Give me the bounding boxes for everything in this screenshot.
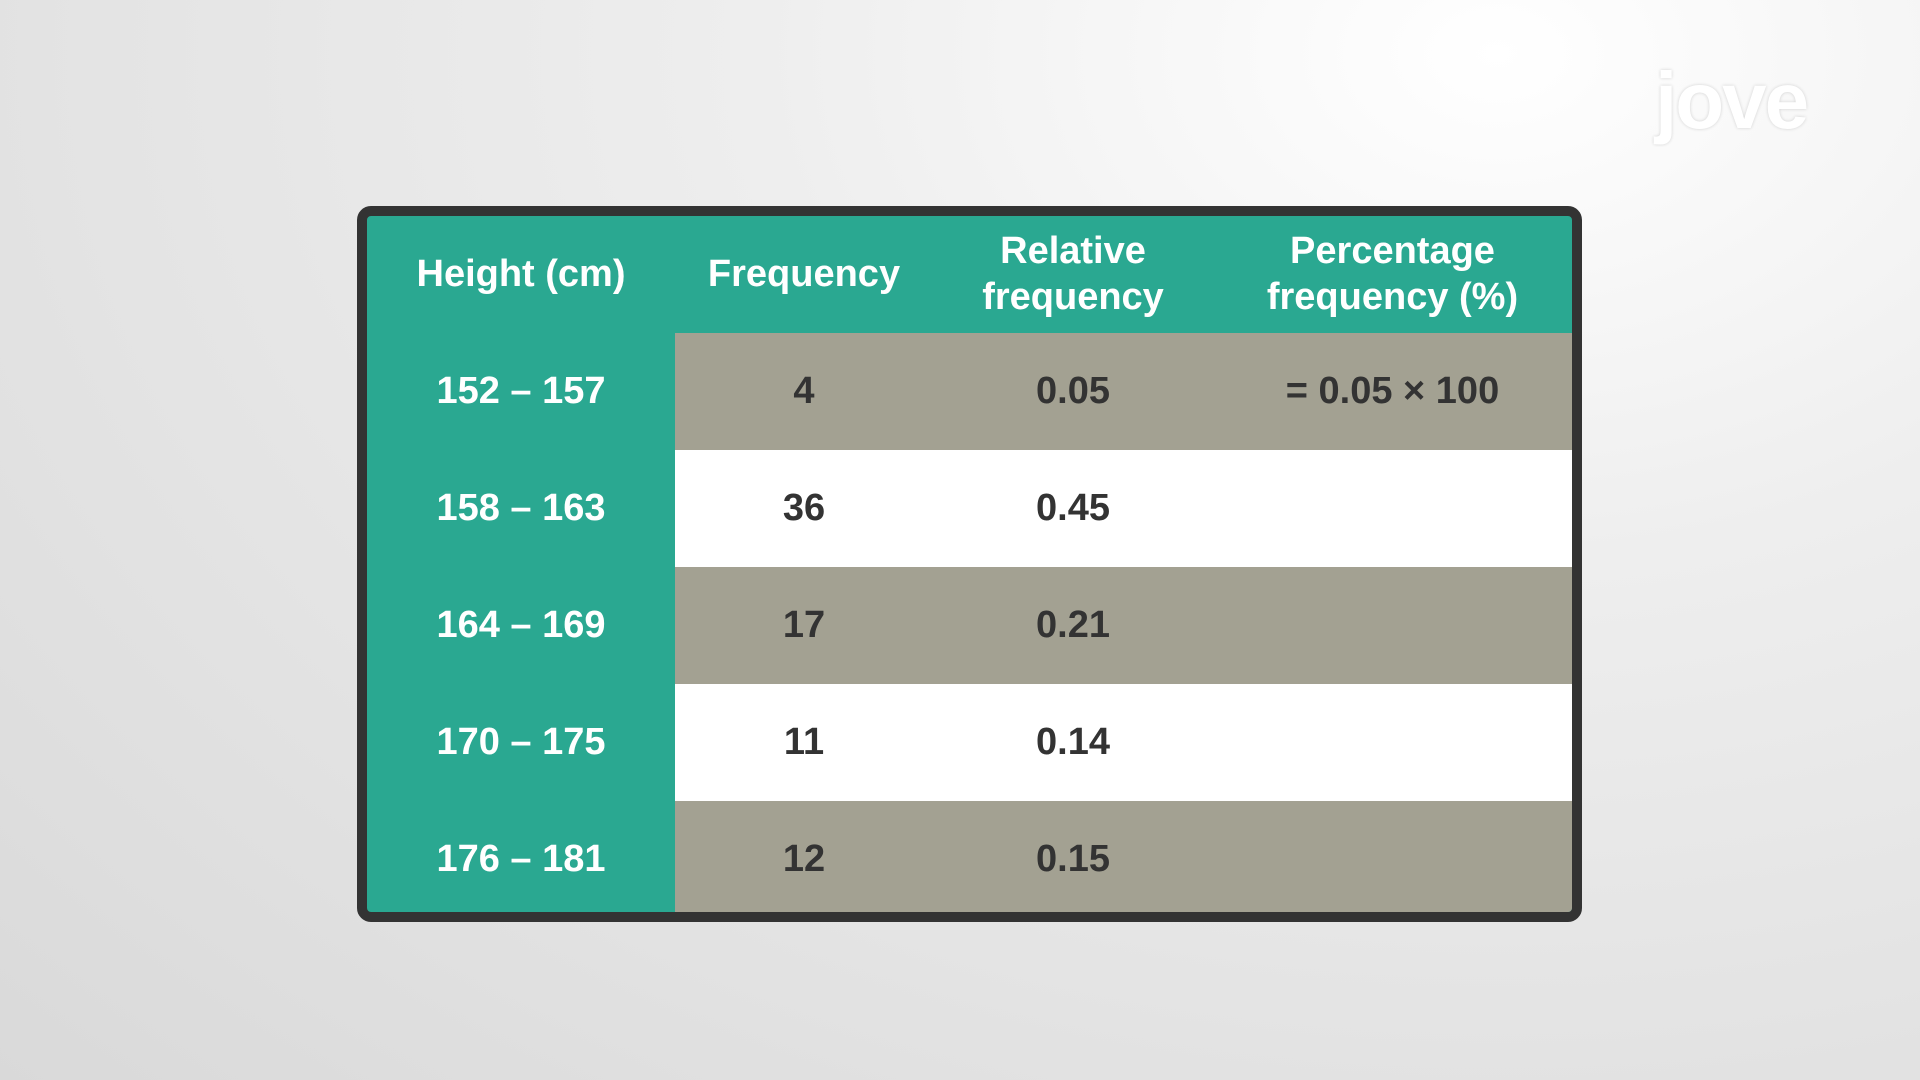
table-cell: 12 (782, 837, 826, 880)
table: Height (cm) Frequency Relative frequency Pe… (357, 206, 1582, 922)
table-cell: 17 (782, 603, 826, 646)
row-band (675, 450, 1572, 567)
header-cell: Height (cm) (416, 252, 626, 295)
table-cell: 0.05 (1036, 369, 1110, 412)
row-band (675, 801, 1572, 912)
row-label: 152 – 157 (436, 369, 606, 412)
row-band (675, 567, 1572, 684)
header-cell: Frequency (707, 252, 901, 295)
logo: jove (1655, 56, 1809, 145)
row-label: 176 – 181 (436, 837, 606, 880)
table-cell: 4 (793, 369, 815, 412)
row-label: 158 – 163 (436, 486, 606, 529)
row-band (675, 333, 1572, 450)
header-cell: Relative frequency (982, 229, 1164, 318)
table-cell: 0.14 (1036, 720, 1110, 763)
table-cell: 0.15 (1036, 837, 1110, 880)
table-cell: 11 (783, 720, 825, 763)
row-label: 170 – 175 (436, 720, 606, 763)
table-cell: = 0.05 × 100 (1285, 369, 1500, 412)
row-band (675, 684, 1572, 801)
header-cell: Percentage frequency (%) (1266, 229, 1519, 318)
row-label: 164 – 169 (436, 603, 606, 646)
table-cell: 36 (782, 486, 826, 529)
table-cell: 0.45 (1036, 486, 1110, 529)
table-cell: 0.21 (1036, 603, 1110, 646)
